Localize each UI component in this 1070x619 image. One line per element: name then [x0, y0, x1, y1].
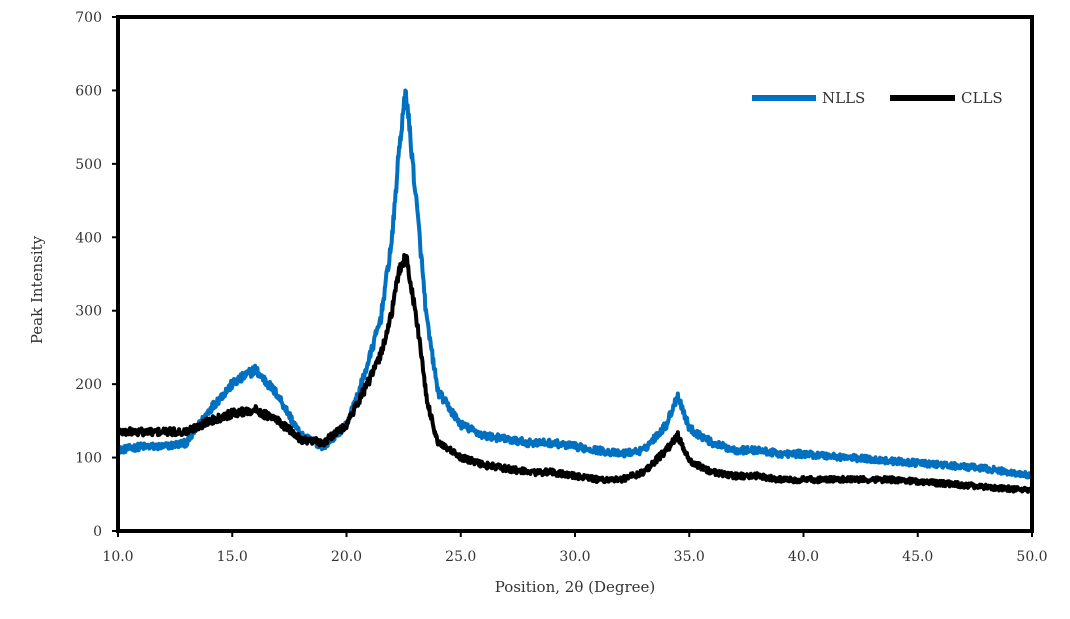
- x-tick-label: 20.0: [331, 549, 362, 565]
- legend-label-nlls: NLLS: [822, 89, 865, 107]
- y-tick-label: 500: [75, 157, 102, 173]
- series-line-nlls: [116, 88, 1034, 480]
- x-axis-title: Position, 2θ (Degree): [495, 578, 656, 596]
- x-tick-label: 45.0: [902, 549, 933, 565]
- y-tick-label: 100: [75, 451, 102, 467]
- x-tick-label: 10.0: [102, 549, 133, 565]
- y-axis-title: Peak Intensity: [28, 235, 46, 344]
- y-tick-label: 0: [93, 524, 102, 540]
- y-tick-label: 400: [75, 230, 102, 246]
- legend-label-clls: CLLS: [961, 89, 1003, 107]
- plot-area-frame: [116, 15, 1034, 533]
- x-tick-label: 30.0: [559, 549, 590, 565]
- series-layer: [116, 88, 1034, 494]
- series-line-clls: [116, 253, 1034, 494]
- y-tick-label: 300: [75, 304, 102, 320]
- legend: NLLS CLLS: [752, 89, 1003, 107]
- y-tick-label: 600: [75, 83, 102, 99]
- y-tick-label: 200: [75, 377, 102, 393]
- x-tick-label: 35.0: [674, 549, 705, 565]
- tick-layer: 10.0 15.0 20.0 25.0 30.0 35.0 40.0 45.0 50.0 0 100…: [75, 10, 1047, 565]
- x-tick-label: 40.0: [788, 549, 819, 565]
- x-tick-label: 25.0: [445, 549, 476, 565]
- x-tick-label: 50.0: [1016, 549, 1047, 565]
- y-tick-label: 700: [75, 10, 102, 26]
- x-tick-label: 15.0: [217, 549, 248, 565]
